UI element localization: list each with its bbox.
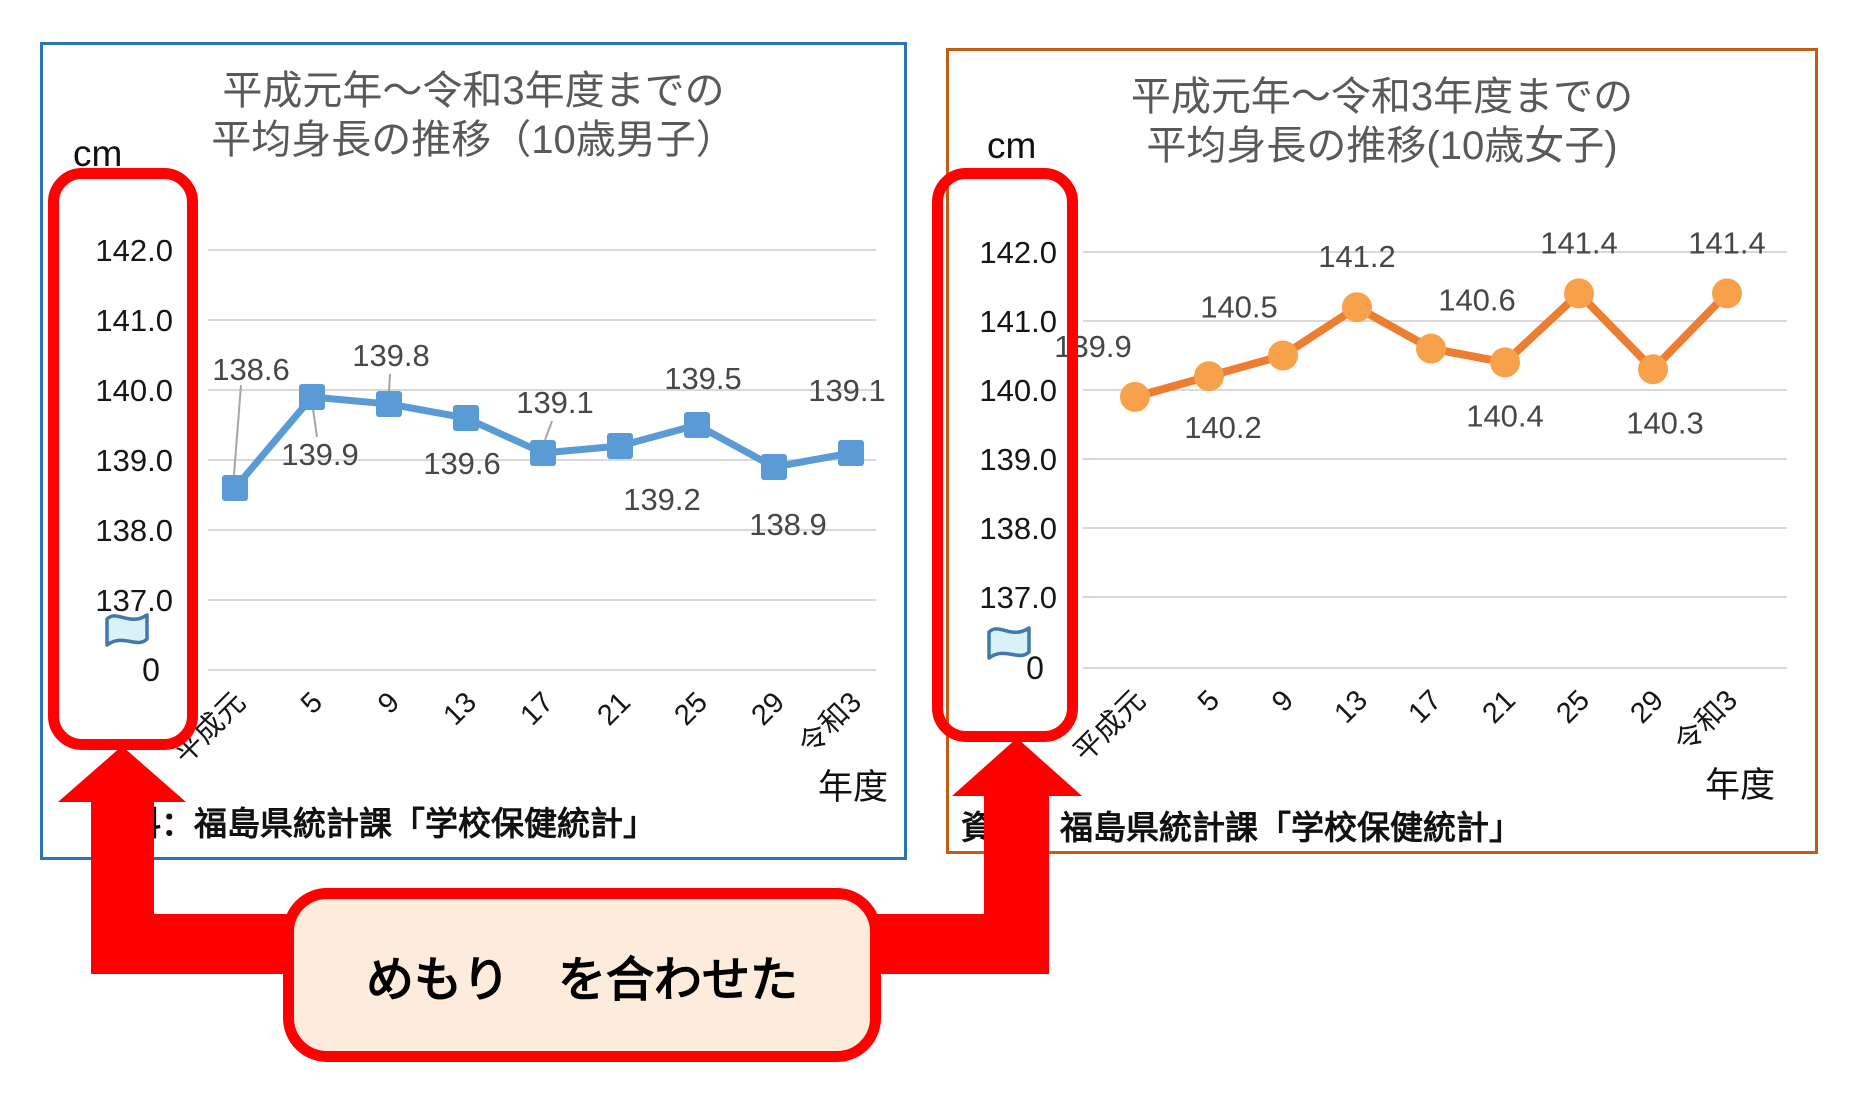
- x-tick-label: 9: [1266, 684, 1300, 718]
- axis-break-flag-icon: [105, 613, 149, 647]
- data-label: 139.1: [808, 373, 886, 408]
- girls-chart-title: 平成元年～令和3年度までの 平均身長の推移(10歳女子): [949, 73, 1815, 171]
- y-tick-label: 139.0: [979, 442, 1057, 477]
- x-axis-title: 年度: [817, 768, 888, 807]
- y-tick-label: 141.0: [979, 304, 1057, 339]
- y-tick-label: 141.0: [95, 303, 173, 338]
- x-tick-label: 21: [592, 686, 637, 731]
- axis-break-flag-icon: [987, 626, 1031, 660]
- y-tick-label: 138.0: [95, 513, 173, 548]
- data-point-marker: [1194, 361, 1224, 392]
- x-tick-label: 9: [372, 686, 406, 720]
- axis-highlight-rect-left: [48, 168, 198, 750]
- boys-chart-box: 平成元年～令和3年度までの 平均身長の推移（10歳男子） cm 142.0 141…: [40, 42, 907, 860]
- data-point-marker: [1712, 278, 1742, 309]
- data-label-leader-line: [388, 373, 391, 392]
- data-point-marker: [607, 433, 633, 459]
- callout-text: めもり を合わせた: [365, 954, 798, 1007]
- y-zero-label: 0: [1026, 650, 1044, 686]
- data-label: 141.2: [1318, 239, 1396, 274]
- y-axis-unit-label: cm: [987, 125, 1037, 166]
- chart-title-line1: 平成元年～令和3年度までの: [1130, 75, 1634, 119]
- x-tick-label: 17: [515, 686, 560, 731]
- y-tick-label: 139.0: [95, 443, 173, 478]
- x-tick-label: 25: [669, 686, 714, 731]
- x-axis-title: 年度: [1704, 766, 1775, 805]
- y-axis-unit-label: cm: [73, 133, 123, 174]
- data-point-marker: [1638, 354, 1668, 385]
- data-label-leader-line: [312, 408, 318, 438]
- data-point-marker: [761, 454, 787, 480]
- x-tick-label: 25: [1551, 684, 1596, 729]
- data-label: 139.8: [352, 338, 430, 373]
- x-tick-label: 令和3: [1668, 684, 1744, 760]
- source-note: 資料：福島県統計課「学校保健統計」: [95, 805, 656, 842]
- girls-chart-box: 平成元年～令和3年度までの 平均身長の推移(10歳女子) cm 142.0 141…: [932, 48, 1818, 854]
- data-label: 139.1: [516, 385, 594, 420]
- data-point-marker: [376, 391, 402, 417]
- x-tick-label: 29: [1625, 684, 1670, 729]
- data-point-marker: [1120, 381, 1150, 412]
- data-point-marker: [222, 475, 248, 501]
- source-note: 資料：福島県統計課「学校保健統計」: [961, 809, 1522, 846]
- data-label-leader-line: [544, 420, 553, 441]
- y-tick-label: 142.0: [979, 235, 1057, 270]
- data-point-marker: [1490, 347, 1520, 378]
- boys-plot-area: 142.0141.0140.0139.0138.0137.00138.6平成元1…: [95, 233, 886, 770]
- y-tick-label: 137.0: [979, 580, 1057, 615]
- y-tick-label: 142.0: [95, 233, 173, 268]
- data-point-marker: [453, 405, 479, 431]
- data-point-marker: [684, 412, 710, 438]
- data-point-marker: [1268, 340, 1298, 371]
- data-label: 139.9: [281, 437, 359, 472]
- data-point-marker: [1342, 292, 1372, 323]
- x-tick-label: 5: [295, 686, 329, 720]
- chart-title-line1: 平成元年～令和3年度までの: [222, 69, 725, 113]
- data-label: 139.2: [623, 482, 701, 517]
- y-tick-label: 137.0: [95, 583, 173, 618]
- scale-aligned-callout: めもり を合わせた: [283, 888, 881, 1062]
- x-tick-label: 13: [438, 686, 483, 731]
- data-label: 140.4: [1466, 398, 1544, 433]
- x-tick-label: 21: [1477, 684, 1522, 729]
- data-point-marker: [530, 440, 556, 466]
- data-label: 140.2: [1184, 410, 1262, 445]
- y-zero-label: 0: [142, 652, 160, 688]
- data-label: 141.4: [1540, 225, 1618, 260]
- data-point-marker: [299, 384, 325, 410]
- girls-plot-area: 142.0141.0140.0139.0138.0137.00139.9平成元1…: [979, 225, 1787, 769]
- data-label: 141.4: [1688, 225, 1766, 260]
- x-tick-label: 5: [1192, 684, 1226, 718]
- data-label: 139.5: [664, 361, 742, 396]
- chart-title-line2: 平均身長の推移(10歳女子): [1146, 123, 1618, 168]
- axis-highlight-rect-right: [932, 168, 1078, 742]
- x-tick-label: 平成元: [1067, 684, 1152, 769]
- x-tick-label: 令和3: [792, 686, 868, 762]
- data-label: 140.3: [1626, 405, 1704, 440]
- x-tick-label: 17: [1403, 684, 1448, 729]
- chart-title-line2: 平均身長の推移（10歳男子）: [211, 117, 736, 162]
- data-label-leader-line: [233, 384, 242, 476]
- y-tick-label: 140.0: [979, 373, 1057, 408]
- data-label: 139.6: [423, 446, 501, 481]
- y-tick-label: 138.0: [979, 511, 1057, 546]
- data-label: 138.9: [749, 507, 827, 542]
- y-tick-label: 140.0: [95, 373, 173, 408]
- x-tick-label: 29: [746, 686, 791, 731]
- data-label: 140.6: [1438, 283, 1516, 318]
- x-tick-label: 13: [1329, 684, 1374, 729]
- data-label: 138.6: [212, 352, 290, 387]
- data-point-marker: [838, 440, 864, 466]
- boys-chart-title: 平成元年～令和3年度までの 平均身長の推移（10歳男子）: [43, 67, 904, 165]
- data-point-marker: [1564, 278, 1594, 309]
- data-label: 140.5: [1200, 290, 1278, 325]
- data-point-marker: [1416, 333, 1446, 364]
